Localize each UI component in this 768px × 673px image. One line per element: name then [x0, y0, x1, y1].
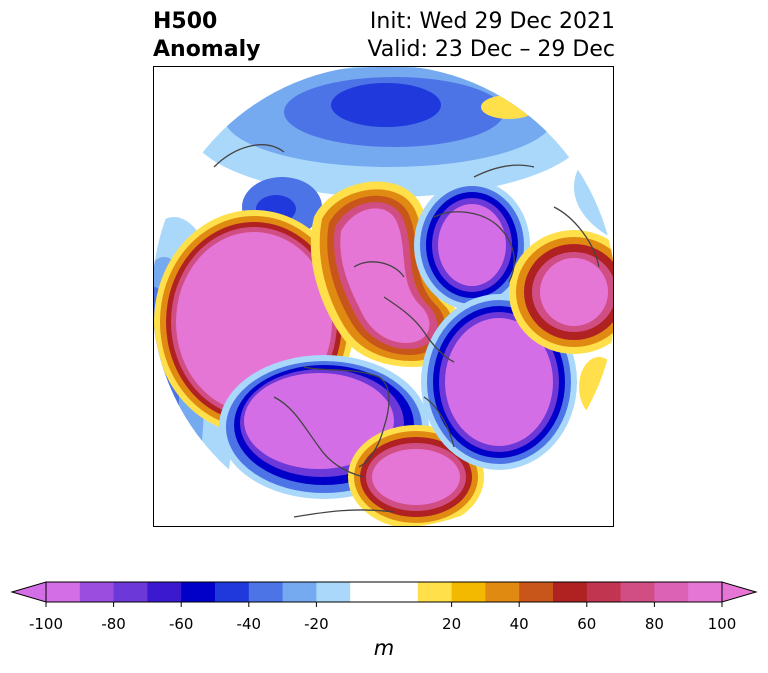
colorbar-segment: [316, 582, 351, 602]
coastlines: [213, 144, 600, 518]
colorbar-segment: [147, 582, 182, 602]
colorbar-tick-label: -40: [236, 615, 262, 633]
colorbar-segment: [215, 582, 250, 602]
colorbar-segment: [485, 582, 520, 602]
negative-anomaly-europe: [414, 180, 530, 310]
title-right: Init: Wed 29 Dec 2021 Valid: 23 Dec – 29…: [367, 8, 615, 64]
positive-anomaly-east-asia: [509, 230, 613, 354]
map-panel: [153, 66, 614, 527]
colorbar-segment: [79, 582, 115, 602]
colorbar-tick-label: 80: [644, 615, 664, 633]
colorbar-under-arrow: [10, 581, 47, 603]
colorbar-unit: m: [373, 636, 395, 660]
colorbar-tick-label: -60: [168, 615, 194, 633]
colorbar-tick-label: 100: [707, 615, 737, 633]
colorbar-segment: [350, 582, 419, 602]
weak-positive-patch: [481, 95, 537, 119]
colorbar-segment: [417, 582, 453, 602]
colorbar-segments: [46, 582, 723, 602]
colorbar-tick-label: 60: [577, 615, 597, 633]
init-date: Init: Wed 29 Dec 2021: [369, 9, 615, 34]
colorbar-segment: [553, 582, 588, 602]
colorbar-over-arrow: [721, 581, 758, 603]
colorbar-segment: [688, 582, 723, 602]
colorbar: [10, 581, 758, 607]
positive-anomaly-eastern-north-america: [348, 425, 484, 526]
positive-anomaly-arctic-greenland: [310, 181, 462, 367]
colorbar-tick-label: 40: [509, 615, 529, 633]
colorbar-segment: [586, 582, 622, 602]
title-field: H500: [153, 9, 218, 34]
colorbar-segment: [451, 582, 486, 602]
colorbar-tick-label: -80: [101, 615, 126, 633]
colorbar-outline: [45, 581, 723, 603]
colorbar-tick-label: 20: [442, 615, 462, 633]
anomaly-map: [154, 67, 613, 526]
colorbar-segment: [113, 582, 148, 602]
colorbar-tick-label: -100: [28, 615, 64, 633]
colorbar-segment: [248, 582, 284, 602]
title-anomaly: Anomaly: [153, 37, 261, 62]
valid-range: Valid: 23 Dec – 29 Dec: [367, 37, 615, 62]
colorbar-segment: [46, 582, 81, 602]
colorbar-segment: [654, 582, 689, 602]
colorbar-segment: [519, 582, 554, 602]
colorbar-segment: [181, 582, 216, 602]
colorbar-segment: [620, 582, 655, 602]
colorbar-segment: [282, 582, 317, 602]
colorbar-ticks: [45, 602, 723, 607]
colorbar-tick-label: -20: [304, 615, 329, 633]
title-left: H500 Anomaly: [153, 8, 260, 64]
